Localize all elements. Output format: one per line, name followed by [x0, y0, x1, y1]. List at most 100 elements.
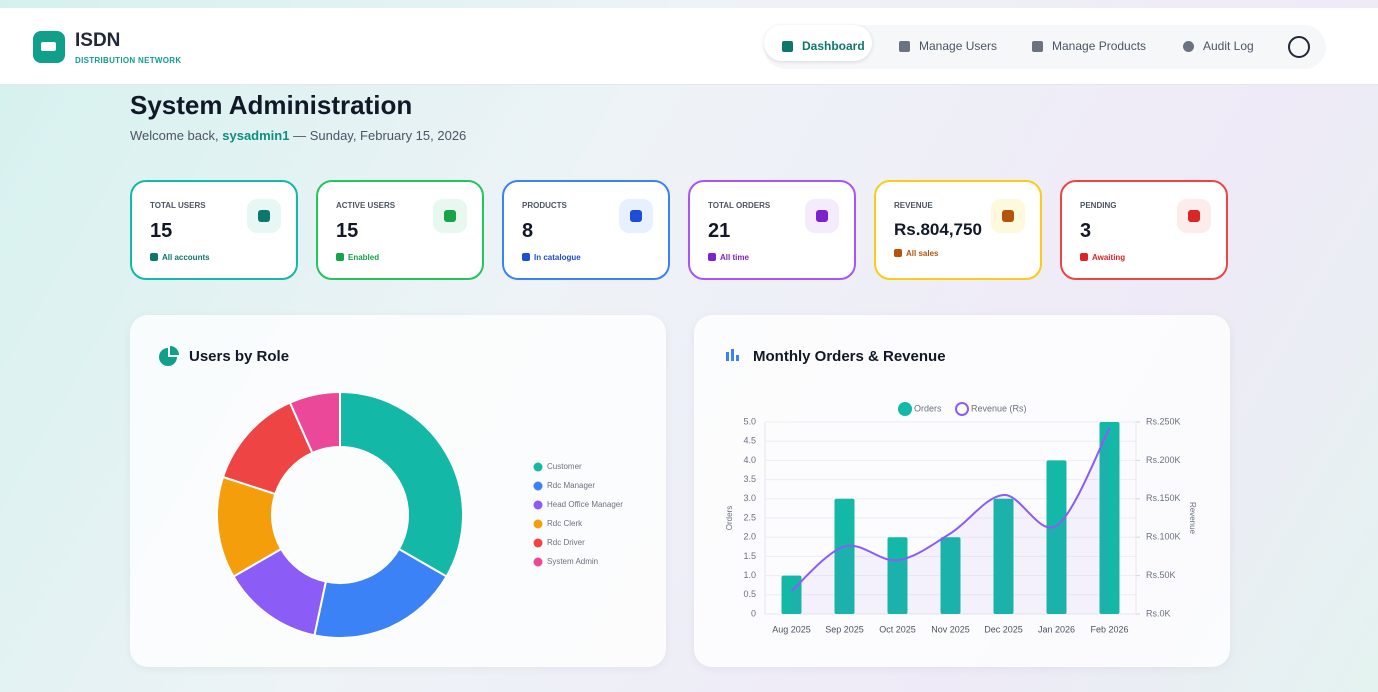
- stat-note: Enabled: [348, 253, 380, 262]
- y-tick-label: 4.0: [743, 455, 756, 465]
- bar: [834, 498, 855, 614]
- legend-label: Orders: [914, 403, 942, 413]
- legend-marker: [533, 557, 543, 567]
- y-tick-label: 1.0: [743, 570, 756, 580]
- title-icon: [731, 349, 734, 361]
- bar: [1099, 422, 1120, 614]
- legend-marker: [533, 462, 543, 472]
- y-tick-label: 2.0: [743, 532, 756, 542]
- stat-value: 15: [150, 220, 173, 242]
- legend-marker: [955, 402, 969, 416]
- stat-value: 15: [336, 220, 359, 242]
- tagline: DISTRIBUTION NETWORK: [75, 56, 182, 65]
- legend-marker: [533, 500, 543, 510]
- legend-label: Rdc Manager: [547, 481, 595, 490]
- note-icon: [522, 253, 530, 261]
- stat-value: 21: [708, 220, 731, 242]
- note-icon: [150, 253, 158, 261]
- chart-title: Users by Role: [189, 348, 289, 365]
- welcome: Welcome back, sysadmin1 — Sunday, Februa…: [130, 128, 466, 143]
- truck-icon: [41, 42, 56, 51]
- y-tick-label: 1.5: [743, 551, 756, 561]
- stat-card: ACTIVE USERS 15 Enabled: [316, 180, 484, 280]
- pie-slice: [339, 390, 464, 578]
- legend-label: Customer: [547, 462, 582, 471]
- nav-item[interactable]: Dashboard: [802, 39, 865, 53]
- y2-tick-label: Rs.250K: [1146, 416, 1181, 426]
- stat-icon: [1177, 199, 1211, 233]
- stat-card: TOTAL USERS 15 All accounts: [130, 180, 298, 280]
- icon-glyph: [1002, 210, 1014, 222]
- title-icon: [726, 352, 729, 361]
- title-icon: [170, 346, 179, 355]
- bar: [1046, 460, 1067, 614]
- stat-label: PRODUCTS: [522, 201, 567, 210]
- y-tick-label: 0.5: [743, 589, 756, 599]
- nav-icon: [1032, 41, 1043, 52]
- legend-marker: [533, 481, 543, 491]
- legend-marker: [533, 538, 543, 548]
- date: — Sunday, February 15, 2026: [293, 128, 467, 143]
- stat-note: Awaiting: [1092, 253, 1126, 262]
- y2-axis-title: Revenue: [1188, 502, 1197, 535]
- y2-tick-label: Rs.50K: [1146, 570, 1176, 580]
- x-tick-label: Dec 2025: [984, 624, 1023, 634]
- nav-item[interactable]: Audit Log: [1203, 39, 1254, 53]
- stat-icon: [619, 199, 653, 233]
- y-tick-label: 4.5: [743, 436, 756, 446]
- y2-tick-label: Rs.0K: [1146, 608, 1171, 618]
- legend-label: Head Office Manager: [547, 500, 623, 509]
- stat-icon: [247, 199, 281, 233]
- stat-note: All sales: [906, 249, 939, 258]
- stat-value: Rs.804,750: [894, 220, 982, 239]
- welcome-text: Welcome back,: [130, 128, 219, 143]
- stat-card: REVENUE Rs.804,750 All sales: [874, 180, 1042, 280]
- icon-glyph: [630, 210, 642, 222]
- stat-label: PENDING: [1080, 201, 1117, 210]
- stat-note: In catalogue: [534, 253, 581, 262]
- profile-button[interactable]: [1288, 36, 1310, 58]
- legend-label: Rdc Clerk: [547, 519, 583, 528]
- legend-label: System Admin: [547, 557, 598, 566]
- y-axis-title: Orders: [725, 506, 734, 530]
- y2-tick-label: Rs.100K: [1146, 532, 1181, 542]
- nav: Dashboard Manage Users Manage Products A…: [764, 25, 1326, 69]
- stat-icon: [991, 199, 1025, 233]
- logo-icon[interactable]: [33, 31, 65, 63]
- icon-glyph: [258, 210, 270, 222]
- title-icon: [736, 355, 739, 361]
- note-icon: [894, 249, 902, 257]
- title-icon: [159, 348, 177, 366]
- nav-icon: [899, 41, 910, 52]
- y-tick-label: 2.5: [743, 512, 756, 522]
- stat-card: PRODUCTS 8 In catalogue: [502, 180, 670, 280]
- legend-label: Revenue (Rs): [971, 403, 1027, 413]
- stat-note: All time: [720, 253, 749, 262]
- icon-glyph: [816, 210, 828, 222]
- stat-card: TOTAL ORDERS 21 All time: [688, 180, 856, 280]
- x-tick-label: Nov 2025: [931, 624, 970, 634]
- stat-card: PENDING 3 Awaiting: [1060, 180, 1228, 280]
- header: ISDN DISTRIBUTION NETWORK Dashboard Mana…: [0, 8, 1378, 85]
- nav-item[interactable]: Manage Products: [1052, 39, 1147, 53]
- nav-item[interactable]: Manage Users: [919, 39, 998, 53]
- line-area: [791, 428, 1110, 614]
- bar: [993, 498, 1014, 614]
- x-tick-label: Oct 2025: [879, 624, 916, 634]
- stat-value: 8: [522, 220, 534, 242]
- stat-label: REVENUE: [894, 201, 933, 210]
- nav-icon: [1183, 41, 1194, 52]
- note-icon: [1080, 253, 1088, 261]
- y2-tick-label: Rs.150K: [1146, 493, 1181, 503]
- x-tick-label: Jan 2026: [1038, 624, 1075, 634]
- stat-label: TOTAL USERS: [150, 201, 206, 210]
- bar: [887, 537, 908, 614]
- stat-note: All accounts: [162, 253, 210, 262]
- logo[interactable]: ISDN: [75, 30, 121, 51]
- y-tick-label: 3.0: [743, 493, 756, 503]
- x-tick-label: Sep 2025: [825, 624, 864, 634]
- icon-glyph: [1188, 210, 1200, 222]
- stat-label: ACTIVE USERS: [336, 201, 396, 210]
